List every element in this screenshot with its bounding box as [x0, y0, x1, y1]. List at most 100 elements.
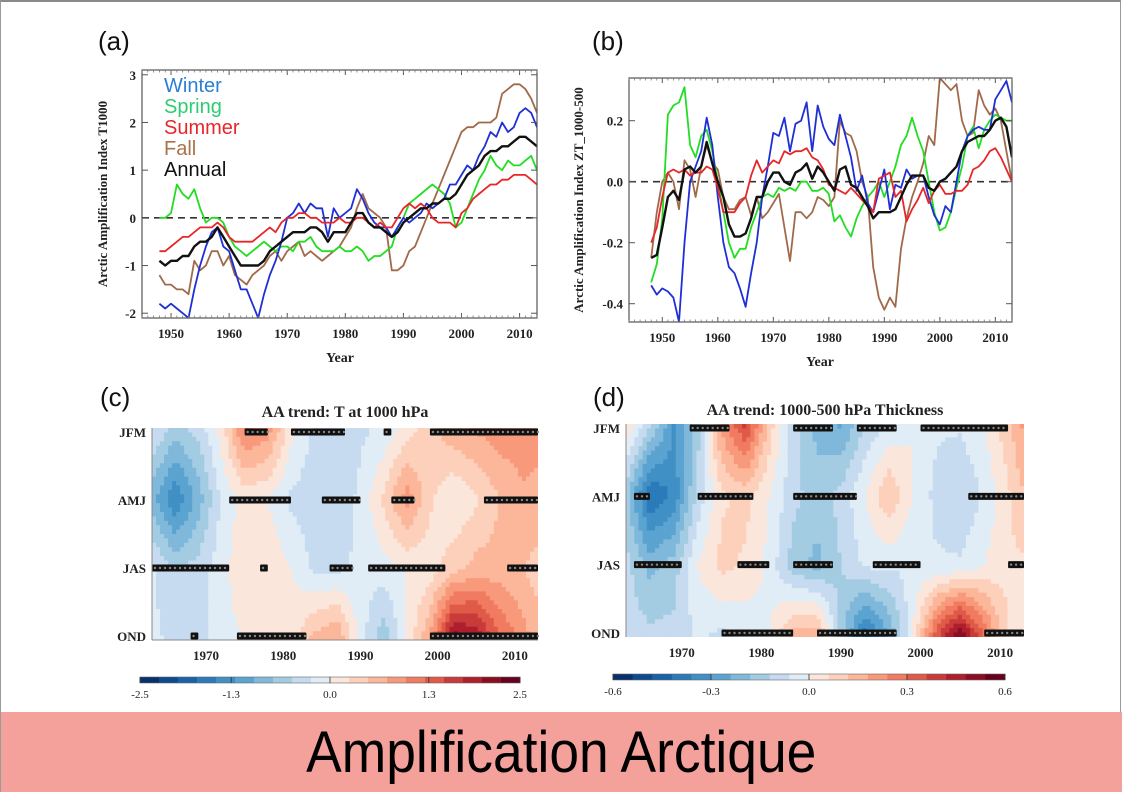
heatmap-cell [228, 454, 234, 460]
heatmap-cell [308, 507, 314, 513]
heatmap-cell [449, 503, 455, 509]
heatmap-cell [300, 573, 306, 579]
heatmap-cell [493, 441, 499, 447]
heatmap-cell [332, 609, 338, 615]
heatmap-cell [349, 525, 354, 531]
heatmap-cell [533, 626, 538, 632]
heatmap-cell [349, 604, 354, 610]
heatmap-cell [220, 467, 225, 473]
heatmap-cell [405, 520, 410, 526]
heatmap-cell [172, 463, 177, 469]
heatmap-cell [172, 428, 177, 434]
series-line-summer [159, 173, 537, 253]
heatmap-cell [497, 503, 503, 509]
heatmap-cell [300, 458, 306, 464]
heatmap-cell [296, 445, 302, 451]
heatmap-cell [473, 520, 479, 526]
y-tick-label: -1 [125, 259, 136, 274]
heatmap-cell [208, 525, 213, 531]
heatmap-cell [288, 600, 294, 606]
heatmap-cell [353, 600, 358, 606]
heatmap-cell [413, 432, 418, 438]
heatmap-cell [156, 454, 161, 460]
heatmap-cell [152, 582, 157, 588]
heatmap-cell [188, 556, 193, 562]
heatmap-cell [421, 467, 427, 473]
heatmap-cell [160, 441, 165, 447]
heatmap-cell [389, 547, 394, 553]
heatmap-cell [349, 428, 354, 434]
heatmap-cell [336, 489, 342, 495]
heatmap-cell [196, 503, 201, 509]
heatmap-cell [220, 573, 225, 579]
heatmap-cell [300, 622, 306, 628]
heatmap-cell [176, 507, 181, 513]
heatmap-cell [196, 481, 201, 487]
heatmap-cell [381, 511, 386, 517]
heatmap-cell [228, 551, 234, 557]
heatmap-cell [228, 626, 234, 632]
heatmap-cell [365, 467, 370, 473]
heatmap-cell [377, 489, 382, 495]
heatmap-cell [429, 556, 435, 562]
heatmap-cell [517, 622, 523, 628]
heatmap-cell [304, 494, 310, 500]
heatmap-cell [457, 564, 463, 570]
heatmap-cell [276, 428, 282, 434]
heatmap-cell [485, 622, 491, 628]
heatmap-cell [240, 503, 246, 509]
heatmap-cell [393, 631, 398, 637]
heatmap-cell [449, 617, 455, 623]
heatmap-cell [176, 560, 181, 566]
heatmap-cell [413, 631, 418, 637]
heatmap-cell [268, 626, 274, 632]
heatmap-cell [224, 428, 229, 434]
heatmap-cell [188, 428, 193, 434]
heatmap-cell [276, 613, 282, 619]
heatmap-cell [276, 578, 282, 584]
heatmap-cell [184, 432, 189, 438]
heatmap-cell [397, 551, 402, 557]
heatmap-cell [304, 485, 310, 491]
heatmap-cell [505, 617, 511, 623]
heatmap-cell [417, 600, 422, 606]
heatmap-cell [308, 516, 314, 522]
heatmap-cell [345, 489, 350, 495]
heatmap-cell [232, 485, 238, 491]
heatmap-cell [312, 529, 318, 535]
heatmap-cell [381, 547, 386, 553]
heatmap-cell [373, 494, 378, 500]
heatmap-cell [497, 534, 503, 540]
heatmap-cell [401, 617, 406, 623]
heatmap-cell [401, 450, 406, 456]
heatmap-cell [489, 551, 495, 557]
heatmap-cell [232, 538, 238, 544]
heatmap-cell [204, 551, 209, 557]
heatmap-cell [236, 476, 242, 482]
heatmap-cell [184, 445, 189, 451]
heatmap-cell [296, 613, 302, 619]
heatmap-cell [332, 635, 338, 640]
heatmap-cell [353, 609, 358, 615]
heatmap-cell [168, 529, 173, 535]
heatmap-title-c: AA trend: T at 1000 hPa [262, 404, 429, 421]
heatmap-cell [369, 489, 374, 495]
heatmap-cell [373, 489, 378, 495]
heatmap-cell [168, 476, 173, 482]
heatmap-cell [469, 458, 475, 464]
heatmap-cell [477, 441, 483, 447]
heatmap-cell [312, 578, 318, 584]
heatmap-cell [272, 507, 278, 513]
heatmap-cell [220, 617, 225, 623]
heatmap-cell [272, 472, 278, 478]
heatmap-cell [457, 467, 463, 473]
heatmap-cell [280, 587, 286, 593]
heatmap-cell [513, 507, 519, 513]
heatmap-cell [389, 609, 394, 615]
heatmap-cell [353, 631, 358, 637]
heatmap-cell [308, 564, 314, 570]
significance-marker [244, 428, 268, 436]
heatmap-cell [361, 503, 366, 509]
heatmap-cell [473, 578, 479, 584]
heatmap-cell [397, 463, 402, 469]
